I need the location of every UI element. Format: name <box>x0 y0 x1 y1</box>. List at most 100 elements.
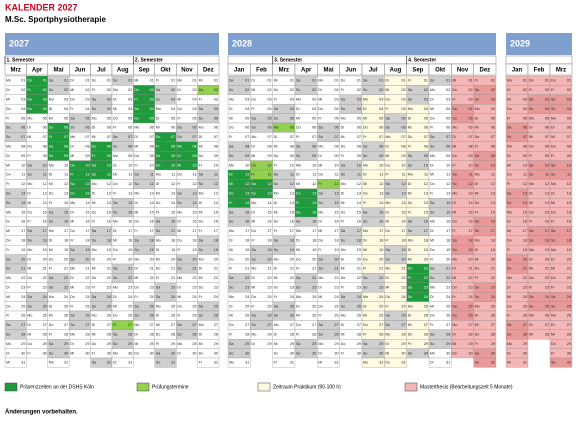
day-number: 05 <box>43 116 47 120</box>
weekday-label: Sa <box>199 173 203 177</box>
weekday-label: Do <box>229 191 234 195</box>
day-number: 14 <box>424 201 428 205</box>
day-number: 15 <box>491 210 495 214</box>
weekday-label: Sa <box>296 276 300 280</box>
weekday-label: Di <box>92 191 96 195</box>
weekday-label: Mo <box>156 173 161 177</box>
weekday-label: So <box>156 295 160 299</box>
weekday-label: Mo <box>551 182 556 186</box>
day-number: 10 <box>424 163 428 167</box>
weekday-label: Fr <box>452 295 456 299</box>
day-number: 16 <box>128 220 132 224</box>
weekday-label: Fr <box>475 79 479 83</box>
weekday-label: Fr <box>452 163 456 167</box>
weekday-label: Mi <box>430 304 434 308</box>
day-number: 19 <box>43 248 47 252</box>
day-number: 20 <box>43 257 47 261</box>
weekday-label: Sa <box>251 314 255 318</box>
day-number: 19 <box>468 248 472 252</box>
weekday-label: Mo <box>430 154 435 158</box>
weekday-label: So <box>49 88 53 92</box>
weekday-label: So <box>177 201 181 205</box>
weekday-label: So <box>296 285 300 289</box>
weekday-label: Fr <box>408 276 412 280</box>
weekday-label: Sa <box>274 173 278 177</box>
day-number: 18 <box>214 239 218 243</box>
day-number: 20 <box>567 257 571 261</box>
day-number: 06 <box>267 126 271 130</box>
day-number: 25 <box>85 304 89 308</box>
day-number: 28 <box>312 333 316 337</box>
weekday-label: Sa <box>318 323 322 327</box>
day-number: 25 <box>21 304 25 308</box>
weekday-label: Do <box>27 342 32 346</box>
weekday-label: Fr <box>551 220 555 224</box>
day-number: 16 <box>379 220 383 224</box>
day-number: 02 <box>245 88 249 92</box>
weekday-label: Sa <box>156 285 160 289</box>
day-number: 18 <box>192 239 196 243</box>
day-number: 16 <box>468 220 472 224</box>
day-number: 13 <box>192 192 196 196</box>
weekday-label: Fr <box>6 182 10 186</box>
day-number: 14 <box>491 201 495 205</box>
weekday-label: Mi <box>363 182 367 186</box>
weekday-label: Mo <box>229 295 234 299</box>
weekday-label: Mo <box>341 116 346 120</box>
day-number: 16 <box>214 220 218 224</box>
weekday-label: Fr <box>318 116 322 120</box>
day-number: 21 <box>545 267 549 271</box>
weekday-label: So <box>92 173 96 177</box>
day-number: 02 <box>43 88 47 92</box>
weekday-label: So <box>452 248 456 252</box>
weekday-label: Do <box>341 210 346 214</box>
weekday-label: Di <box>199 201 203 205</box>
day-number: 05 <box>85 116 89 120</box>
weekday-label: So <box>92 107 96 111</box>
day-number: 03 <box>150 98 154 102</box>
weekday-label: Di <box>274 332 278 336</box>
day-number: 30 <box>491 351 495 355</box>
semester-label: 1. Semester <box>7 57 35 63</box>
weekday-label: Mo <box>156 304 161 308</box>
day-number: 13 <box>567 192 571 196</box>
month-name: Jan <box>234 68 245 74</box>
day-number: 14 <box>567 201 571 205</box>
weekday-label: Do <box>452 285 457 289</box>
weekday-label: Do <box>363 323 368 327</box>
weekday-label: Di <box>475 314 479 318</box>
day-number: 08 <box>334 145 338 149</box>
day-cell <box>4 357 27 368</box>
day-number: 19 <box>290 248 294 252</box>
weekday-label: Fr <box>551 285 555 289</box>
day-number: 23 <box>379 286 383 290</box>
weekday-label: Mi <box>134 210 138 214</box>
day-number: 27 <box>128 323 132 327</box>
day-number: 04 <box>468 107 472 111</box>
weekday-label: Fr <box>507 182 511 186</box>
day-number: 11 <box>107 173 111 177</box>
weekday-label: Sa <box>6 323 10 327</box>
day-number: 10 <box>150 163 154 167</box>
weekday-label: Sa <box>177 126 181 130</box>
day-number: 25 <box>150 304 154 308</box>
day-number: 23 <box>567 286 571 290</box>
day-number: 31 <box>446 361 450 365</box>
weekday-label: Sa <box>177 323 181 327</box>
day-number: 23 <box>401 286 405 290</box>
day-number: 26 <box>491 314 495 318</box>
weekday-label: Sa <box>551 229 555 233</box>
day-number: 26 <box>567 314 571 318</box>
weekday-label: Do <box>452 351 457 355</box>
weekday-label: Do <box>251 163 256 167</box>
day-number: 01 <box>290 79 294 83</box>
weekday-label: Sa <box>70 248 74 252</box>
day-number: 05 <box>567 116 571 120</box>
day-number: 15 <box>401 210 405 214</box>
weekday-label: Di <box>452 135 456 139</box>
day-number: 06 <box>523 126 527 130</box>
weekday-label: Di <box>318 88 322 92</box>
day-number: 30 <box>567 351 571 355</box>
day-number: 21 <box>468 267 472 271</box>
day-number: 02 <box>214 88 218 92</box>
